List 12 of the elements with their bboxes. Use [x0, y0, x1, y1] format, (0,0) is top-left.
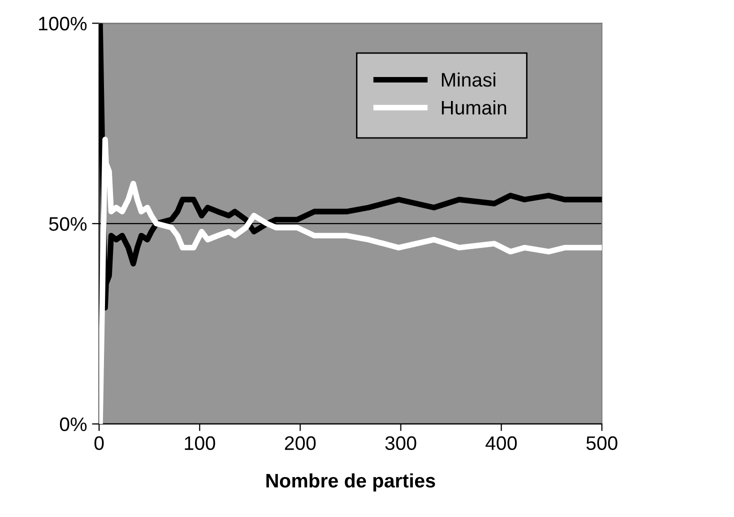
legend-label: Humain: [442, 100, 506, 115]
x-tick-label: 500: [586, 436, 618, 450]
x-tick-label: 400: [486, 436, 517, 450]
x-axis-title: Nombre de parties: [266, 473, 436, 492]
x-tick-label: 300: [385, 436, 416, 450]
legend-label: Minasi: [442, 72, 496, 87]
y-tick-label: 100%: [39, 16, 87, 30]
y-tick-label: 0%: [60, 417, 87, 432]
x-tick-label: 0: [94, 436, 104, 450]
x-tick-label: 100: [184, 436, 216, 450]
y-tick-label: 50%: [49, 217, 87, 231]
x-tick-label: 200: [284, 436, 316, 450]
